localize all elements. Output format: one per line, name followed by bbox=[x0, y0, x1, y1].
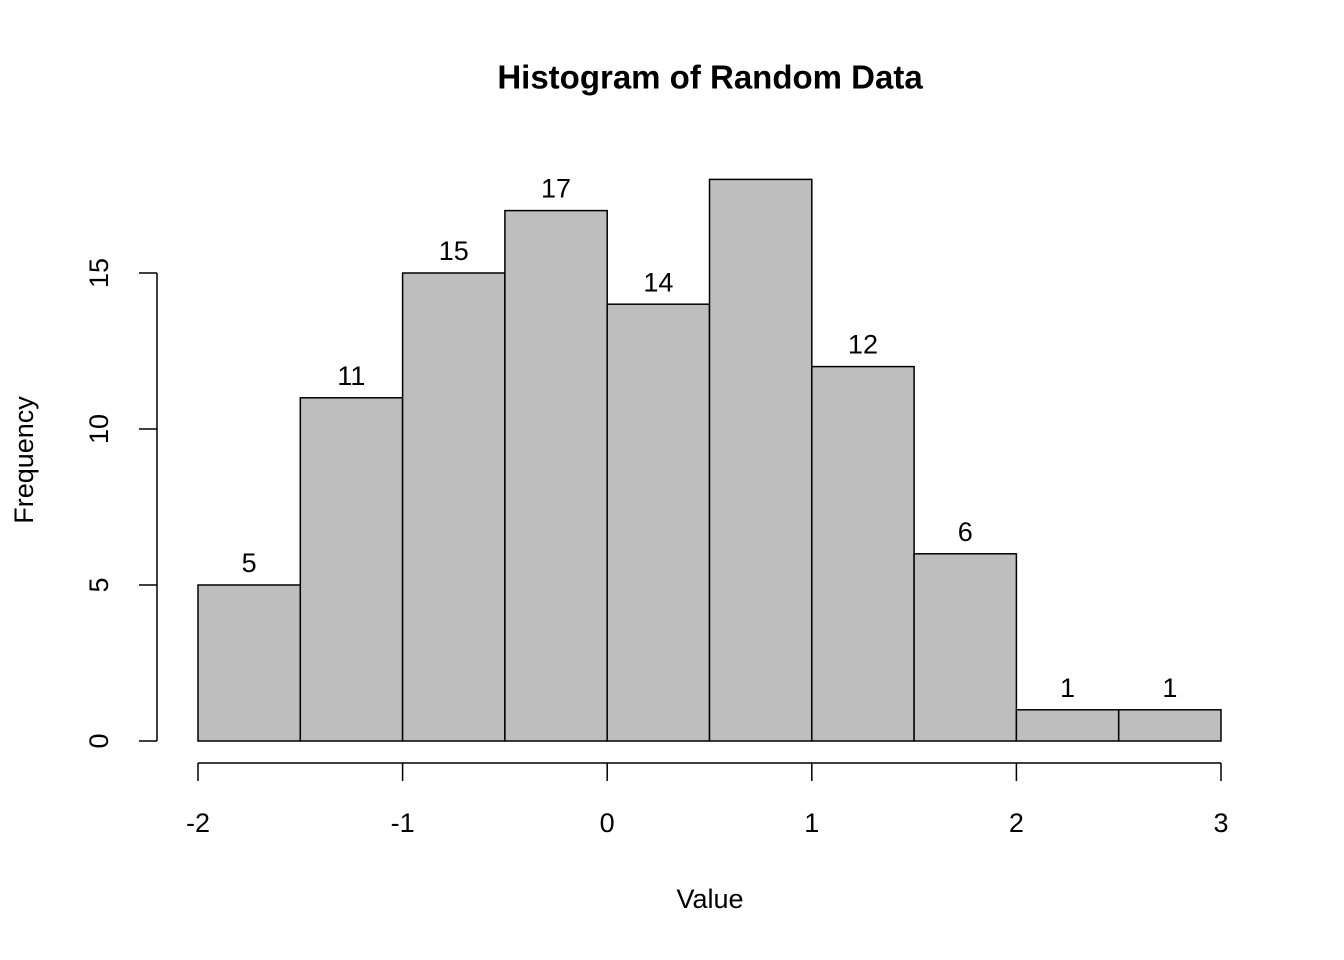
x-tick-label: 3 bbox=[1213, 808, 1228, 838]
bar bbox=[913, 553, 1018, 742]
bar bbox=[299, 397, 404, 742]
value-label: 12 bbox=[848, 330, 878, 360]
value-label: 6 bbox=[958, 517, 973, 547]
value-label: 14 bbox=[643, 267, 673, 297]
y-tick-label: 5 bbox=[84, 577, 114, 592]
value-label: 11 bbox=[337, 361, 365, 391]
x-tick-label: -2 bbox=[186, 808, 210, 838]
bar bbox=[401, 272, 506, 742]
x-tick-label: 0 bbox=[600, 808, 615, 838]
y-tick-label: 15 bbox=[84, 258, 114, 288]
x-tick-label: -1 bbox=[391, 808, 415, 838]
value-label: 15 bbox=[439, 236, 469, 266]
bar bbox=[708, 178, 813, 742]
bar bbox=[606, 303, 711, 742]
y-axis-label: Frequency bbox=[9, 396, 39, 524]
x-tick-label: 1 bbox=[804, 808, 819, 838]
chart-title: Histogram of Random Data bbox=[497, 59, 923, 96]
bar bbox=[197, 584, 302, 742]
bar bbox=[504, 209, 608, 742]
value-label: 5 bbox=[242, 548, 257, 578]
value-label: 1 bbox=[1060, 673, 1075, 703]
bar bbox=[1117, 709, 1222, 742]
x-tick-label: 2 bbox=[1009, 808, 1024, 838]
y-tick-label: 0 bbox=[84, 733, 114, 748]
bar bbox=[811, 365, 915, 742]
value-label: 17 bbox=[541, 174, 571, 204]
x-axis-label: Value bbox=[676, 884, 743, 914]
y-tick-label: 10 bbox=[84, 414, 114, 444]
value-label: 1 bbox=[1162, 673, 1177, 703]
value-label: 18 bbox=[746, 143, 776, 173]
bar bbox=[1015, 709, 1120, 742]
